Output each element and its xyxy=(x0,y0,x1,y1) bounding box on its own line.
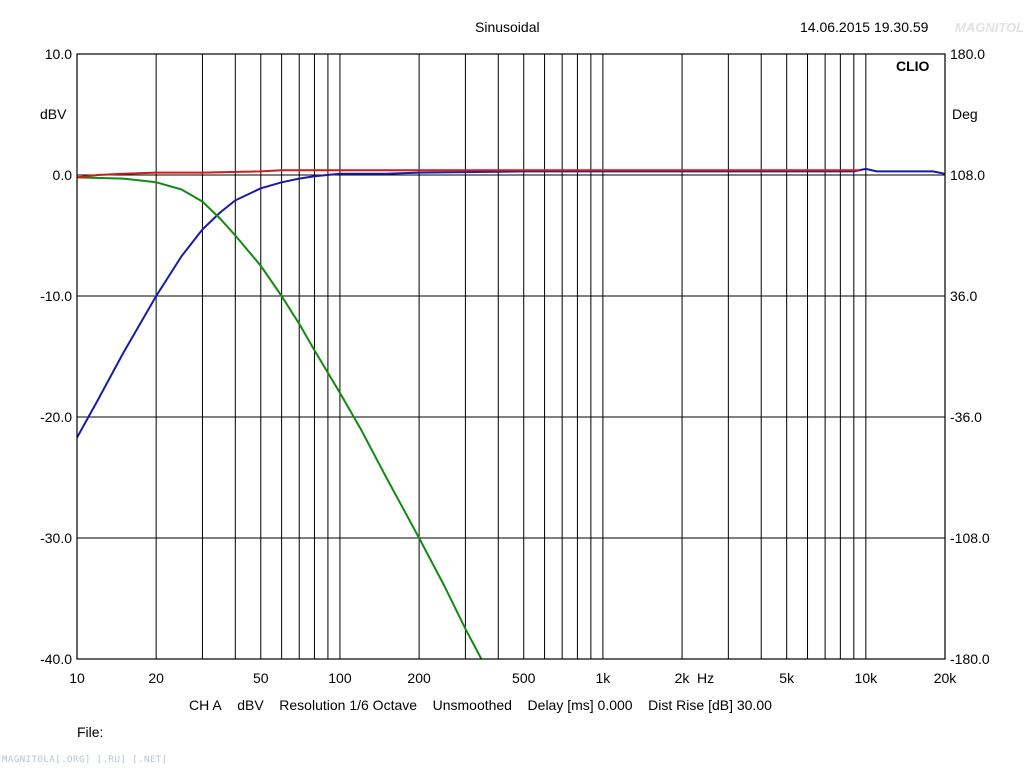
unit-label: dBV xyxy=(237,697,264,713)
watermark-text: MAGNITOLA[.ORG] [.RU] [.NET] xyxy=(2,755,168,765)
y2-tick-label: -180.0 xyxy=(950,651,990,667)
y-tick-label: -20.0 xyxy=(40,409,72,425)
y-axis-label: dBV xyxy=(40,106,67,122)
x-tick-label: 1k xyxy=(595,670,611,686)
x-tick-label: 10k xyxy=(854,670,878,686)
x-tick-label: 2k xyxy=(674,670,690,686)
channel-label: CH A xyxy=(189,697,222,713)
footer-info-line: CH A dBV Resolution 1/6 Octave Unsmoothe… xyxy=(189,697,772,713)
y-tick-label: -10.0 xyxy=(40,288,72,304)
chart-title: Sinusoidal xyxy=(475,19,540,35)
y-tick-label: -40.0 xyxy=(40,651,72,667)
file-label: File: xyxy=(77,724,104,740)
y2-axis-label: Deg xyxy=(952,106,978,122)
x-unit-label: Hz xyxy=(697,670,715,686)
y-tick-label: 10.0 xyxy=(44,46,72,62)
x-tick-label: 500 xyxy=(512,670,536,686)
smoothing-label: Unsmoothed xyxy=(432,697,512,713)
y-tick-label: 0.0 xyxy=(52,167,72,183)
x-tick-label: 200 xyxy=(407,670,431,686)
chart-series xyxy=(76,167,946,660)
dist-rise-label: Dist Rise [dB] 30.00 xyxy=(648,697,772,713)
x-tick-label: 20 xyxy=(148,670,164,686)
series-line-1 xyxy=(76,167,946,439)
y2-tick-label: -108.0 xyxy=(950,530,990,546)
series-line-2 xyxy=(76,176,483,660)
x-tick-label: 10 xyxy=(69,670,85,686)
y-tick-label: -30.0 xyxy=(40,530,72,546)
x-tick-label: 50 xyxy=(252,670,269,686)
x-tick-label: 100 xyxy=(328,670,352,686)
timestamp: 14.06.2015 19.30.59 xyxy=(800,19,929,35)
magnitola-logo: MAGNITOLA xyxy=(955,20,1024,35)
delay-label: Delay [ms] 0.000 xyxy=(527,697,633,713)
x-tick-label: 5k xyxy=(779,670,795,686)
x-tick-label: 20k xyxy=(933,670,957,686)
y2-tick-label: 180.0 xyxy=(950,46,986,62)
clio-brand: CLIO xyxy=(896,58,930,74)
y2-tick-label: 108.0 xyxy=(950,167,986,183)
y2-tick-label: -36.0 xyxy=(950,409,982,425)
series-line-3 xyxy=(76,169,860,179)
y2-tick-label: 36.0 xyxy=(950,288,978,304)
chart-grid xyxy=(77,54,945,659)
plot-frame xyxy=(76,53,946,660)
resolution-label: Resolution 1/6 Octave xyxy=(279,697,418,713)
